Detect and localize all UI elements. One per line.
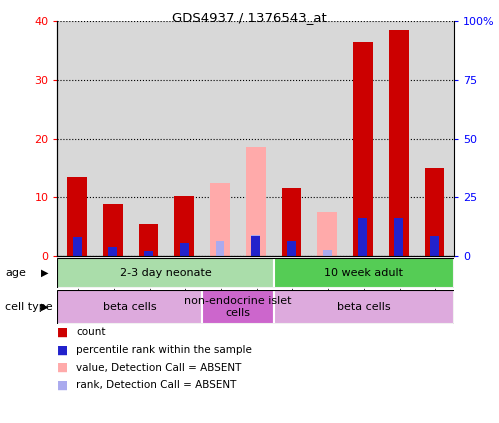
Bar — [72, 237, 81, 256]
Bar — [246, 147, 265, 256]
Text: count: count — [76, 327, 106, 337]
Bar — [251, 235, 260, 256]
Text: 10 week adult: 10 week adult — [324, 268, 403, 278]
Bar — [216, 241, 225, 256]
Text: value, Detection Call = ABSENT: value, Detection Call = ABSENT — [76, 363, 242, 373]
Text: cell type: cell type — [5, 302, 52, 312]
Bar — [430, 236, 439, 256]
Text: ■: ■ — [57, 326, 68, 338]
Bar — [323, 250, 332, 256]
Bar — [57, 290, 202, 324]
Bar — [394, 218, 403, 256]
Bar — [180, 243, 189, 256]
Text: rank, Detection Call = ABSENT: rank, Detection Call = ABSENT — [76, 380, 237, 390]
Text: age: age — [5, 268, 26, 278]
Bar — [317, 212, 337, 256]
Text: ■: ■ — [57, 379, 68, 392]
Bar — [281, 188, 301, 256]
Bar — [274, 290, 454, 324]
Bar — [353, 42, 373, 256]
Text: beta cells: beta cells — [337, 302, 391, 312]
Bar — [57, 258, 274, 288]
Bar — [251, 236, 260, 256]
Bar — [67, 177, 87, 256]
Text: ▶: ▶ — [41, 268, 48, 278]
Bar — [358, 218, 367, 256]
Bar — [103, 204, 123, 256]
Bar — [287, 241, 296, 256]
Text: 2-3 day neonate: 2-3 day neonate — [120, 268, 212, 278]
Bar — [425, 168, 444, 256]
Text: non-endocrine islet
cells: non-endocrine islet cells — [184, 296, 291, 318]
Bar — [274, 258, 454, 288]
Bar — [210, 183, 230, 256]
Bar — [202, 290, 274, 324]
Text: GDS4937 / 1376543_at: GDS4937 / 1376543_at — [172, 11, 327, 24]
Bar — [175, 196, 194, 256]
Text: ▶: ▶ — [41, 302, 48, 312]
Bar — [108, 247, 117, 256]
Bar — [144, 251, 153, 256]
Text: ■: ■ — [57, 343, 68, 356]
Bar — [389, 30, 409, 256]
Text: beta cells: beta cells — [103, 302, 156, 312]
Bar — [139, 224, 158, 256]
Text: percentile rank within the sample: percentile rank within the sample — [76, 345, 252, 355]
Text: ■: ■ — [57, 361, 68, 374]
